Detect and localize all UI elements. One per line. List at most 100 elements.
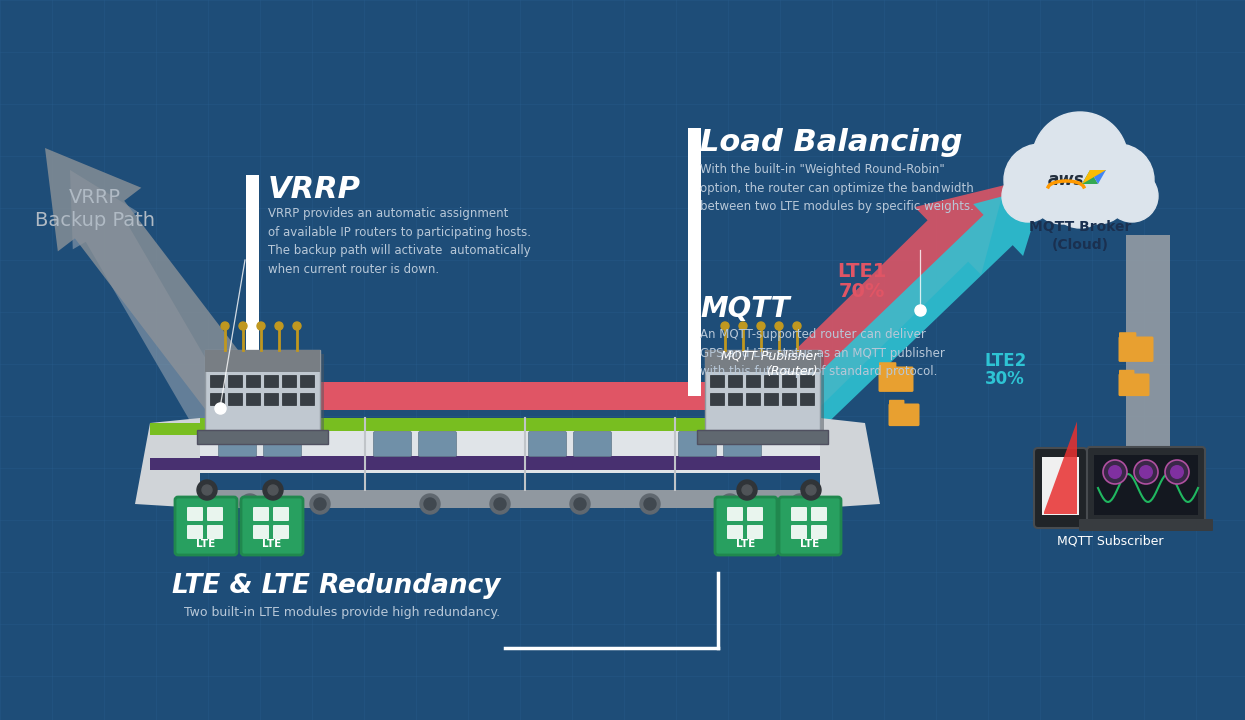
Circle shape — [1066, 160, 1130, 224]
FancyBboxPatch shape — [219, 431, 256, 456]
Text: VRRP provides an automatic assignment
of available IP routers to participating h: VRRP provides an automatic assignment of… — [268, 207, 532, 276]
FancyBboxPatch shape — [746, 375, 759, 387]
Text: LTE: LTE — [736, 539, 756, 549]
Circle shape — [1170, 465, 1184, 479]
Text: MQTT Subscriber: MQTT Subscriber — [1057, 535, 1163, 548]
FancyBboxPatch shape — [810, 507, 827, 521]
Circle shape — [774, 322, 783, 330]
FancyBboxPatch shape — [727, 525, 743, 539]
Circle shape — [310, 494, 330, 514]
Circle shape — [1082, 144, 1154, 216]
Circle shape — [491, 494, 510, 514]
FancyBboxPatch shape — [747, 525, 763, 539]
FancyBboxPatch shape — [715, 497, 777, 555]
Circle shape — [1108, 465, 1122, 479]
FancyBboxPatch shape — [273, 525, 289, 539]
Polygon shape — [735, 185, 1005, 451]
Text: MQTT: MQTT — [700, 295, 789, 323]
Text: LTE: LTE — [197, 539, 215, 549]
Polygon shape — [820, 418, 880, 508]
FancyBboxPatch shape — [705, 350, 820, 430]
FancyBboxPatch shape — [247, 175, 259, 407]
FancyBboxPatch shape — [176, 497, 237, 555]
Circle shape — [222, 322, 229, 330]
FancyBboxPatch shape — [1087, 447, 1205, 525]
FancyBboxPatch shape — [801, 375, 814, 387]
FancyBboxPatch shape — [187, 525, 203, 539]
FancyBboxPatch shape — [746, 393, 759, 405]
Circle shape — [1139, 465, 1153, 479]
Polygon shape — [134, 418, 200, 508]
Polygon shape — [1082, 170, 1098, 184]
FancyBboxPatch shape — [247, 375, 260, 387]
Circle shape — [314, 498, 326, 510]
FancyBboxPatch shape — [1079, 519, 1213, 531]
FancyBboxPatch shape — [710, 393, 725, 405]
FancyBboxPatch shape — [300, 393, 314, 405]
FancyBboxPatch shape — [1119, 370, 1134, 378]
Circle shape — [420, 494, 439, 514]
FancyBboxPatch shape — [810, 525, 827, 539]
FancyBboxPatch shape — [1119, 332, 1137, 341]
Text: VRRP
Backup Path: VRRP Backup Path — [35, 188, 154, 230]
FancyBboxPatch shape — [197, 430, 327, 444]
FancyBboxPatch shape — [264, 431, 301, 456]
Circle shape — [494, 498, 505, 510]
Circle shape — [244, 498, 256, 510]
FancyBboxPatch shape — [1118, 374, 1149, 396]
FancyBboxPatch shape — [889, 403, 920, 426]
Circle shape — [725, 498, 736, 510]
FancyBboxPatch shape — [228, 393, 242, 405]
FancyBboxPatch shape — [187, 507, 203, 521]
FancyBboxPatch shape — [879, 366, 914, 392]
FancyBboxPatch shape — [209, 354, 324, 434]
FancyBboxPatch shape — [300, 375, 314, 387]
Circle shape — [806, 485, 815, 495]
FancyBboxPatch shape — [247, 393, 260, 405]
FancyBboxPatch shape — [779, 497, 842, 555]
FancyBboxPatch shape — [791, 525, 807, 539]
Polygon shape — [1082, 170, 1106, 184]
Text: VRRP: VRRP — [268, 175, 361, 204]
Circle shape — [1050, 168, 1111, 228]
Circle shape — [574, 498, 586, 510]
FancyBboxPatch shape — [228, 375, 242, 387]
Circle shape — [1032, 112, 1128, 208]
FancyBboxPatch shape — [149, 423, 200, 435]
FancyBboxPatch shape — [697, 430, 828, 444]
Circle shape — [791, 494, 810, 514]
Circle shape — [1003, 144, 1076, 216]
FancyBboxPatch shape — [782, 375, 796, 387]
Circle shape — [793, 322, 801, 330]
FancyBboxPatch shape — [688, 128, 701, 396]
Circle shape — [293, 322, 301, 330]
FancyBboxPatch shape — [200, 456, 820, 470]
FancyBboxPatch shape — [1118, 336, 1154, 362]
FancyBboxPatch shape — [253, 507, 269, 521]
Circle shape — [239, 322, 247, 330]
Text: Load Balancing: Load Balancing — [700, 128, 962, 157]
FancyBboxPatch shape — [418, 431, 457, 456]
Text: LTE & LTE Redundancy: LTE & LTE Redundancy — [172, 573, 500, 599]
Circle shape — [742, 485, 752, 495]
FancyBboxPatch shape — [723, 431, 762, 456]
FancyBboxPatch shape — [205, 350, 320, 430]
FancyBboxPatch shape — [207, 525, 223, 539]
FancyBboxPatch shape — [764, 375, 778, 387]
Text: LTE1: LTE1 — [838, 262, 886, 281]
Polygon shape — [1091, 170, 1106, 184]
Text: With the built-in "Weighted Round-Robin"
option, the router can optimize the ban: With the built-in "Weighted Round-Robin"… — [700, 163, 974, 213]
FancyBboxPatch shape — [273, 507, 289, 521]
Circle shape — [801, 480, 820, 500]
FancyBboxPatch shape — [200, 490, 820, 508]
Circle shape — [256, 322, 265, 330]
Circle shape — [1106, 170, 1158, 222]
Text: MQTT Publisher
(Router): MQTT Publisher (Router) — [721, 349, 818, 378]
Circle shape — [1002, 170, 1055, 222]
Circle shape — [740, 322, 747, 330]
FancyBboxPatch shape — [205, 350, 320, 372]
FancyBboxPatch shape — [253, 525, 269, 539]
FancyBboxPatch shape — [801, 393, 814, 405]
Text: 70%: 70% — [839, 282, 885, 301]
FancyBboxPatch shape — [1035, 448, 1087, 528]
